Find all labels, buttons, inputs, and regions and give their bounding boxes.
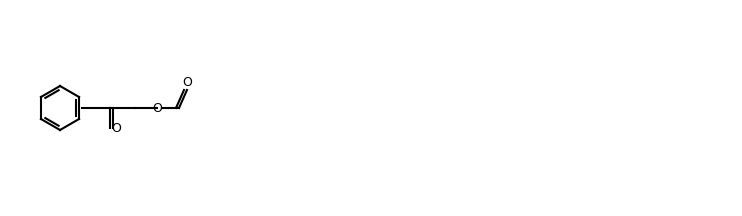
Text: O: O [152,102,162,114]
Text: O: O [182,76,192,89]
Text: O: O [111,121,121,135]
